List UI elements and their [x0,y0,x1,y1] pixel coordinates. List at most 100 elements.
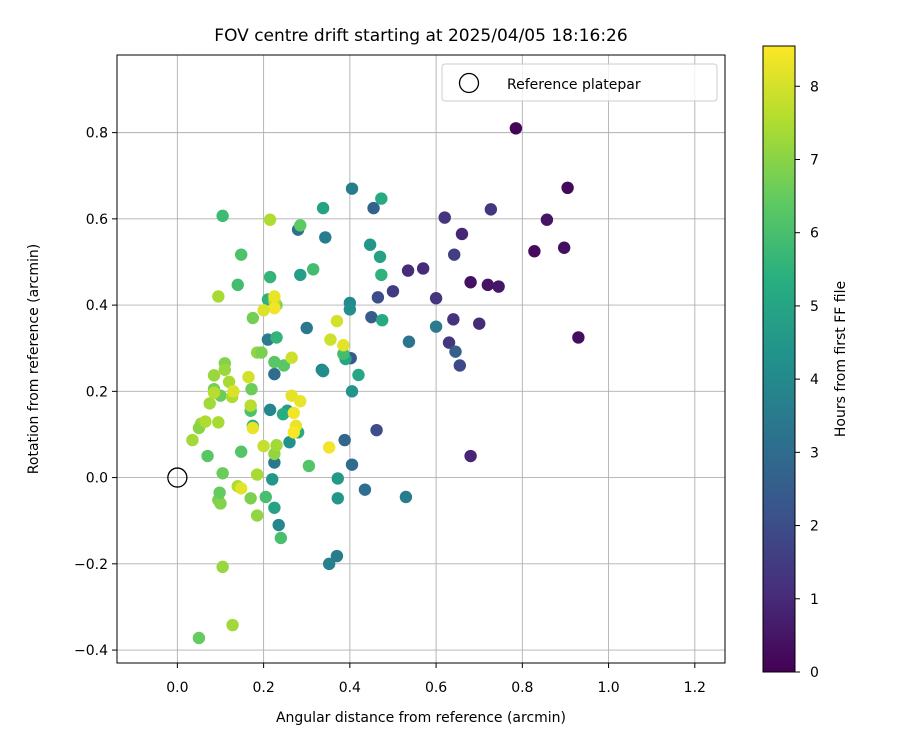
data-point [343,303,357,316]
data-point [371,291,385,304]
data-point [345,182,359,195]
data-point [572,331,585,344]
data-point [216,209,229,223]
data-point [337,339,350,352]
legend-reference-marker [458,72,480,94]
data-point [199,415,212,428]
data-point [331,492,344,505]
data-point [399,490,413,504]
data-point [528,244,541,258]
legend-entry: Reference platepar [507,77,641,93]
data-point [277,359,291,372]
data-point [429,292,443,305]
colorbar: 0 1 2 3 4 5 6 7 8 Hours from first FF file [762,45,849,681]
data-point [330,314,344,328]
data-point [285,351,298,364]
data-point [416,262,430,275]
legend: Reference platepar [441,63,718,102]
data-point [263,213,277,226]
data-point [216,467,229,480]
data-point [216,560,229,574]
data-point [192,631,206,645]
data-point [244,492,257,505]
data-point [319,231,332,244]
data-point [270,439,283,452]
y-axis-label: Rotation from reference (arcmin) [26,244,42,474]
x-tick-label: 0.2 [252,680,274,696]
data-point [492,280,505,293]
data-point [363,238,377,251]
data-point [447,313,460,326]
data-point [234,248,248,261]
y-tick-label: −0.4 [74,643,108,659]
data-point [257,439,270,453]
x-tick-label: 1.2 [684,680,706,696]
colorbar-tick-label: 5 [810,299,819,315]
data-point [302,459,316,473]
data-point [370,423,383,437]
data-point [473,317,486,330]
data-point [268,301,281,315]
data-point [386,285,400,298]
data-point [234,445,248,458]
colorbar-tick-label: 8 [810,79,819,95]
data-point [322,441,336,454]
data-point [300,321,313,335]
y-tick-label: 0.8 [86,126,108,142]
reference-platepar-marker [167,467,188,488]
data-point [234,482,248,495]
x-tick-label: 1.0 [597,680,619,696]
colorbar-tick-label: 6 [810,226,819,242]
colorbar-tick-label: 2 [810,519,819,535]
data-point [266,473,279,486]
data-point [449,345,462,358]
y-axis-ticks: −0.4 −0.2 0.0 0.2 0.4 0.6 0.8 [74,126,117,659]
data-point [294,219,307,232]
data-point [242,370,255,384]
data-point [268,290,281,303]
data-point [402,335,416,348]
colorbar-tick-label: 3 [810,445,819,461]
data-point [268,355,281,369]
data-point [244,399,257,412]
data-point [212,416,225,429]
data-point [274,531,288,545]
data-point [338,433,351,447]
colorbar-tick-label: 0 [810,665,819,681]
data-point [561,181,574,195]
y-tick-label: 0.2 [86,384,108,400]
data-point [331,472,344,485]
chart-title: FOV centre drift starting at 2025/04/05 … [214,26,627,46]
data-point [231,278,244,292]
data-point [222,375,236,389]
data-point [306,263,320,276]
data-point [345,458,359,471]
grid [117,55,725,663]
y-tick-label: 0.4 [86,298,108,314]
x-axis-ticks: 0.0 0.2 0.4 0.6 0.8 1.0 1.2 [166,663,706,696]
data-point [464,276,477,289]
colorbar-ticks: 0 1 2 3 4 5 6 7 8 [795,79,819,681]
data-point [373,250,387,264]
data-point [557,241,571,254]
data-point [227,385,240,398]
data-point [263,270,277,284]
data-point [214,497,227,510]
data-point [201,449,214,463]
data-point [540,213,554,226]
data-point [358,483,372,496]
data-point [429,320,443,333]
colorbar-frame [762,45,796,673]
data-point [263,403,277,417]
data-point [464,449,477,463]
colorbar-tick-label: 1 [810,592,819,608]
data-point [283,436,296,449]
data-point [257,304,270,317]
data-point [255,346,268,359]
data-point [337,347,350,361]
data-point [294,268,307,282]
data-point [186,433,199,447]
data-point [375,313,389,327]
data-point [246,311,260,325]
